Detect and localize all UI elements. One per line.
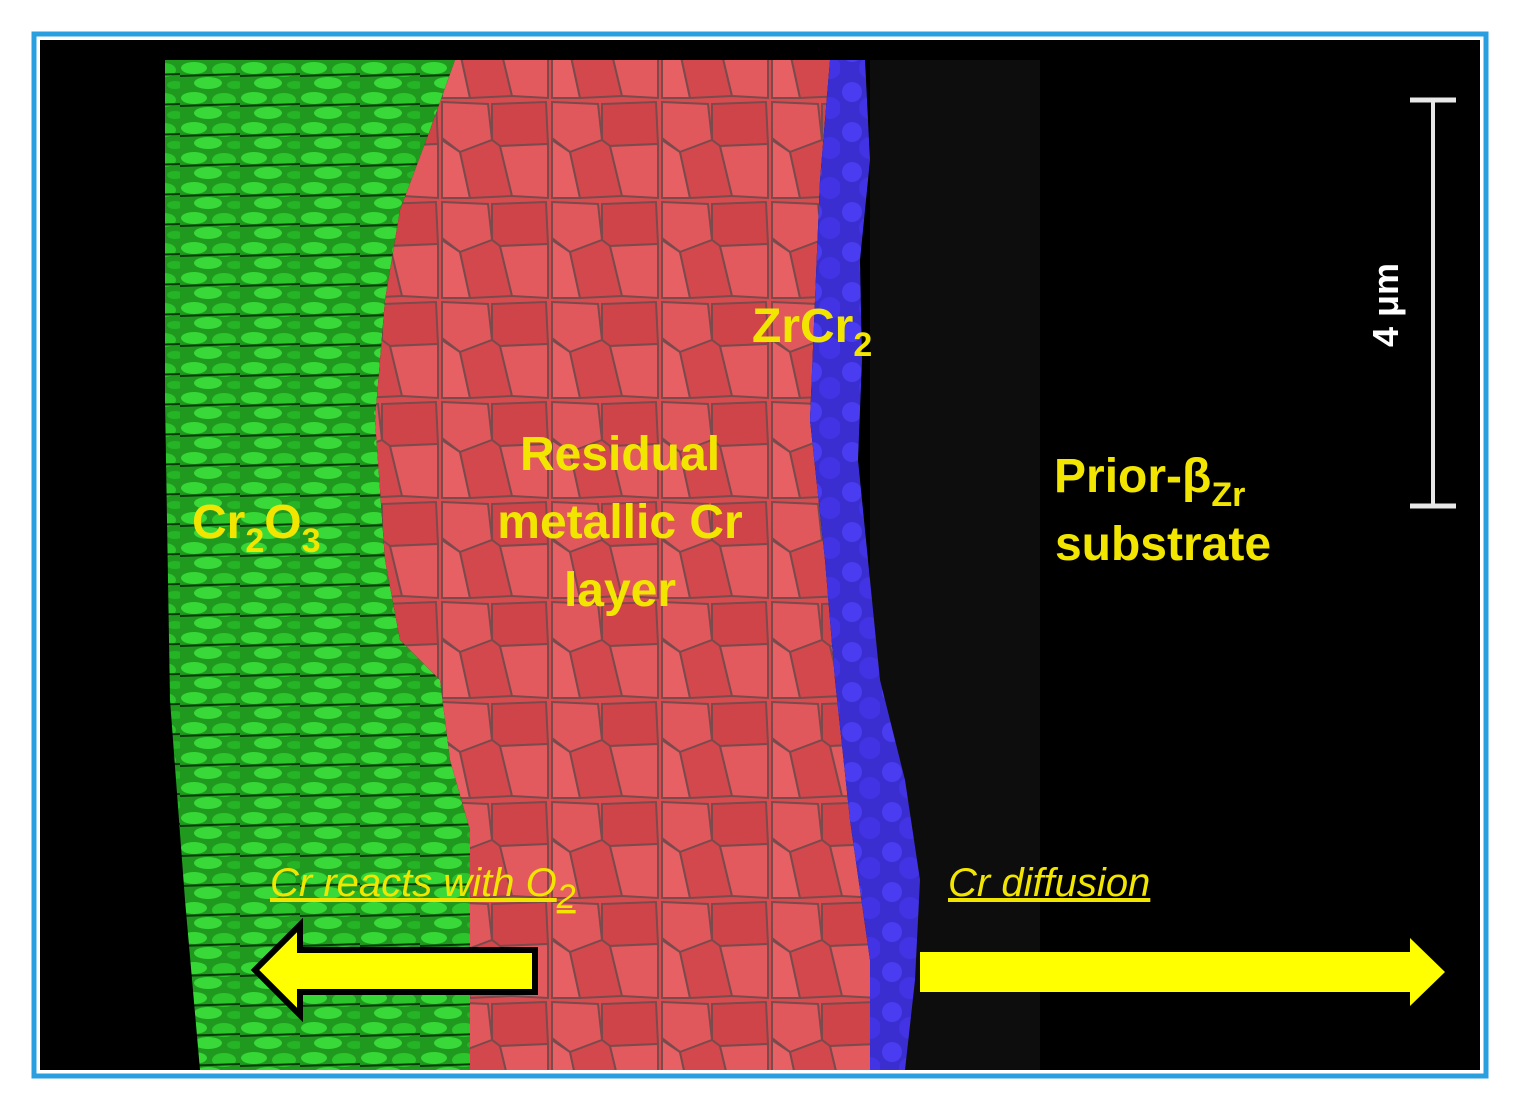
residual-label-line: metallic Cr xyxy=(497,496,742,549)
right-arrow xyxy=(920,938,1445,1006)
label-part: Cr xyxy=(192,496,245,549)
label-subscript: 3 xyxy=(302,522,321,560)
diffusion-note: Cr diffusion xyxy=(948,861,1150,905)
scale-bar: 4 μm xyxy=(1365,97,1456,509)
label-part: ZrCr xyxy=(752,300,853,353)
scale-bar-label: 4 μm xyxy=(1365,263,1406,347)
intermetallic-label: ZrCr2 xyxy=(752,300,872,364)
oxide-label: Cr2O3 xyxy=(192,496,321,560)
label-part: Prior-β xyxy=(1054,450,1211,503)
reaction-note: Cr reacts with O2 xyxy=(270,861,576,916)
substrate-label-line: substrate xyxy=(1055,518,1271,571)
left-arrow xyxy=(250,917,538,1023)
substrate-label: Prior-βZr xyxy=(1054,450,1245,514)
label-subscript: 2 xyxy=(556,878,576,916)
metallic-cr-layer xyxy=(375,60,870,1070)
intermetallic-layer xyxy=(810,60,920,1070)
label-subscript: Zr xyxy=(1211,476,1245,514)
oxide-layer xyxy=(165,60,470,1070)
residual-label-line: Residual xyxy=(520,428,720,481)
label-part: O xyxy=(264,496,301,549)
residual-label-line: layer xyxy=(564,564,676,617)
label-part: Cr reacts with O xyxy=(270,861,557,905)
label-subscript: 2 xyxy=(853,326,872,364)
label-subscript: 2 xyxy=(245,522,264,560)
